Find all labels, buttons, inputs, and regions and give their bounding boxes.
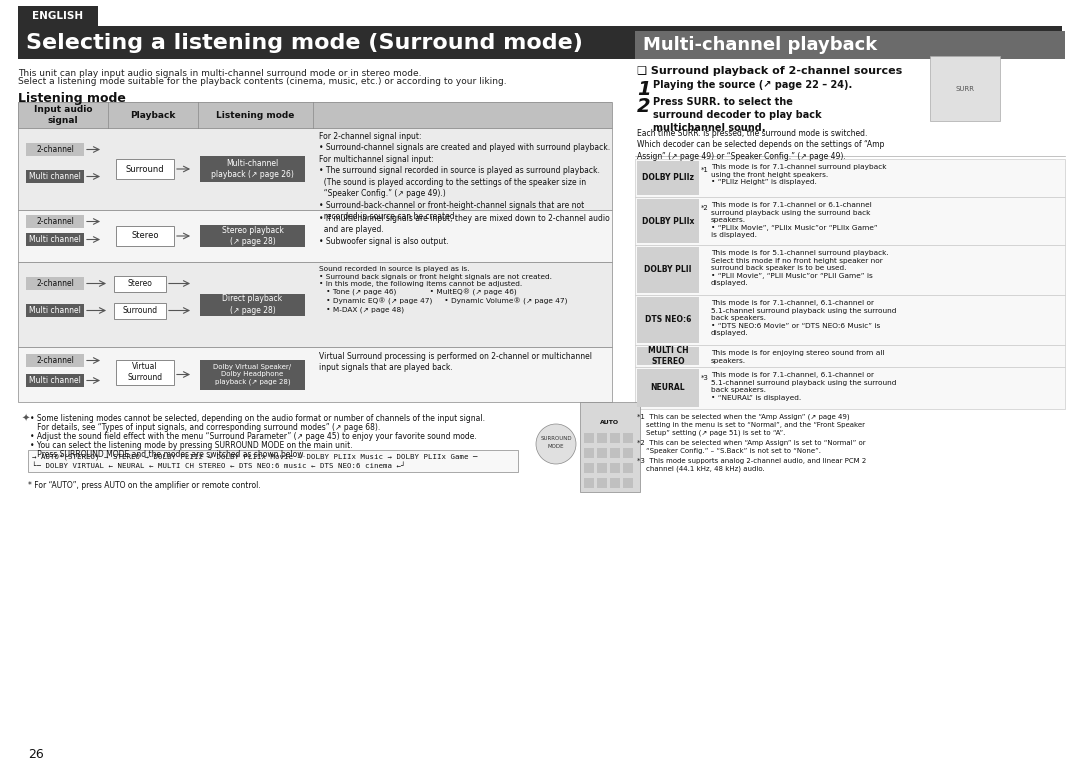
Bar: [623, 463, 633, 473]
Text: ✦: ✦: [22, 414, 30, 424]
Text: Multi channel: Multi channel: [29, 376, 81, 385]
Text: *1  This can be selected when the “Amp Assign” (↗ page 49)
    setting in the me: *1 This can be selected when the “Amp As…: [637, 414, 865, 436]
Text: SURR: SURR: [956, 86, 974, 92]
Text: This mode is for 7.1-channel surround playback
using the front height speakers.
: This mode is for 7.1-channel surround pl…: [711, 164, 887, 185]
Text: Virtual
Surround: Virtual Surround: [127, 362, 163, 381]
Text: 1: 1: [637, 80, 650, 99]
Text: This mode is for 7.1-channel, 6.1-channel or
5.1-channel surround playback using: This mode is for 7.1-channel, 6.1-channe…: [711, 300, 896, 336]
Text: Multi-channel
playback (↗ page 26): Multi-channel playback (↗ page 26): [211, 159, 294, 179]
Bar: [635, 345, 1065, 367]
Text: This mode is for enjoying stereo sound from all
speakers.: This mode is for enjoying stereo sound f…: [711, 350, 885, 364]
Bar: [635, 245, 1065, 295]
Text: Playback: Playback: [131, 111, 176, 119]
Text: Multi channel: Multi channel: [29, 235, 81, 244]
Bar: [637, 161, 699, 195]
Bar: [610, 463, 620, 473]
Bar: [116, 159, 174, 179]
Text: Press SURROUND MODE and the modes are switched as shown below.: Press SURROUND MODE and the modes are sw…: [30, 450, 306, 459]
Text: Input audio
signal: Input audio signal: [33, 105, 92, 125]
Bar: [637, 369, 699, 407]
Bar: [623, 448, 633, 458]
Text: For 2-channel signal input:
• Surround-channel signals are created and played wi: For 2-channel signal input: • Surround-c…: [319, 132, 610, 221]
Bar: [597, 463, 607, 473]
Text: • You can select the listening mode by pressing SURROUND MODE on the main unit.: • You can select the listening mode by p…: [30, 441, 353, 450]
Text: Press SURR. to select the
surround decoder to play back
multichannel sound.: Press SURR. to select the surround decod…: [653, 97, 822, 133]
Text: 2: 2: [637, 97, 650, 116]
Bar: [610, 478, 620, 488]
Text: MODE: MODE: [548, 444, 564, 450]
Text: *2  This can be selected when “Amp Assign” is set to “Normal” or
    “Speaker Co: *2 This can be selected when “Amp Assign…: [637, 440, 866, 454]
Text: Listening mode: Listening mode: [18, 92, 126, 105]
Bar: [584, 433, 594, 443]
Text: Surround: Surround: [122, 306, 158, 315]
Bar: [637, 297, 699, 343]
Bar: [200, 294, 305, 315]
Text: 2-channel: 2-channel: [36, 145, 73, 154]
Text: *3: *3: [701, 375, 708, 381]
Bar: [635, 31, 1065, 59]
Text: Stereo: Stereo: [132, 231, 159, 241]
Text: This mode is for 7.1-channel, 6.1-channel or
5.1-channel surround playback using: This mode is for 7.1-channel, 6.1-channe…: [711, 372, 896, 401]
Bar: [116, 226, 174, 246]
Text: • If multichannel signals are input, they are mixed down to 2-channel audio
  an: • If multichannel signals are input, the…: [319, 214, 610, 246]
Bar: [28, 450, 518, 472]
Text: ❑ Surround playback of 2-channel sources: ❑ Surround playback of 2-channel sources: [637, 66, 902, 76]
Bar: [116, 359, 174, 384]
Bar: [114, 302, 166, 318]
Text: └─ DOLBY VIRTUAL ← NEURAL ← MULTI CH STEREO ← DTS NEO:6 music ← DTS NEO:6 cinema: └─ DOLBY VIRTUAL ← NEURAL ← MULTI CH STE…: [32, 462, 405, 468]
Text: 2-channel: 2-channel: [36, 356, 73, 365]
Text: This mode is for 7.1-channel or 6.1-channel
surround playback using the surround: This mode is for 7.1-channel or 6.1-chan…: [711, 202, 878, 238]
Text: DOLBY PLIIz: DOLBY PLIIz: [642, 174, 694, 182]
Text: ENGLISH: ENGLISH: [32, 11, 83, 21]
Text: • Some listening modes cannot be selected, depending on the audio format or numb: • Some listening modes cannot be selecte…: [30, 414, 485, 423]
Text: Direct playback
(↗ page 28): Direct playback (↗ page 28): [222, 295, 283, 315]
Bar: [18, 6, 98, 26]
Bar: [610, 433, 620, 443]
Bar: [114, 275, 166, 291]
Bar: [635, 197, 1065, 245]
Bar: [584, 463, 594, 473]
Bar: [930, 56, 1000, 121]
Bar: [580, 402, 640, 492]
Bar: [623, 433, 633, 443]
Bar: [637, 199, 699, 243]
Bar: [18, 347, 612, 402]
Text: AUTO: AUTO: [600, 420, 620, 424]
Text: Multi-channel playback: Multi-channel playback: [643, 36, 877, 54]
Text: *3  This mode supports analog 2-channel audio, and linear PCM 2
    channel (44.: *3 This mode supports analog 2-channel a…: [637, 458, 866, 472]
Bar: [26, 170, 84, 183]
Text: Select a listening mode suitable for the playback contents (cinema, music, etc.): Select a listening mode suitable for the…: [18, 77, 507, 86]
Text: * For “AUTO”, press AUTO on the amplifier or remote control.: * For “AUTO”, press AUTO on the amplifie…: [28, 481, 260, 490]
Text: 2-channel: 2-channel: [36, 279, 73, 288]
Bar: [26, 215, 84, 228]
Text: SURROUND: SURROUND: [540, 437, 571, 441]
Text: Playing the source (↗ page 22 – 24).: Playing the source (↗ page 22 – 24).: [653, 80, 852, 90]
Bar: [26, 233, 84, 246]
Text: MULTI CH
STEREO: MULTI CH STEREO: [648, 346, 688, 366]
Bar: [18, 26, 1062, 59]
Text: NEURAL: NEURAL: [650, 384, 686, 392]
Text: Selecting a listening mode (Surround mode): Selecting a listening mode (Surround mod…: [26, 33, 583, 53]
Text: Stereo: Stereo: [127, 279, 152, 288]
Text: Multi channel: Multi channel: [29, 306, 81, 315]
Bar: [18, 262, 612, 347]
Text: 26: 26: [28, 748, 44, 761]
Bar: [200, 225, 305, 247]
Text: Stereo playback
(↗ page 28): Stereo playback (↗ page 28): [221, 226, 283, 246]
Bar: [584, 478, 594, 488]
Text: Each time SURR. is pressed, the surround mode is switched.
Which decoder can be : Each time SURR. is pressed, the surround…: [637, 129, 885, 161]
Bar: [200, 156, 305, 182]
Bar: [26, 374, 84, 387]
Bar: [637, 247, 699, 293]
Bar: [26, 143, 84, 156]
Text: Listening mode: Listening mode: [216, 111, 295, 119]
Text: This unit can play input audio signals in multi-channel surround mode or in ster: This unit can play input audio signals i…: [18, 69, 421, 78]
Text: Virtual Surround processing is performed on 2-channel or multichannel
input sign: Virtual Surround processing is performed…: [319, 352, 592, 372]
Text: DOLBY PLIIx: DOLBY PLIIx: [642, 217, 694, 225]
Bar: [597, 448, 607, 458]
Text: • Adjust the sound field effect with the menu “Surround Parameter” (↗ page 45) t: • Adjust the sound field effect with the…: [30, 432, 476, 441]
Text: *1: *1: [701, 167, 708, 173]
Bar: [635, 367, 1065, 409]
Text: DTS NEO:6: DTS NEO:6: [645, 315, 691, 325]
Bar: [637, 347, 699, 365]
